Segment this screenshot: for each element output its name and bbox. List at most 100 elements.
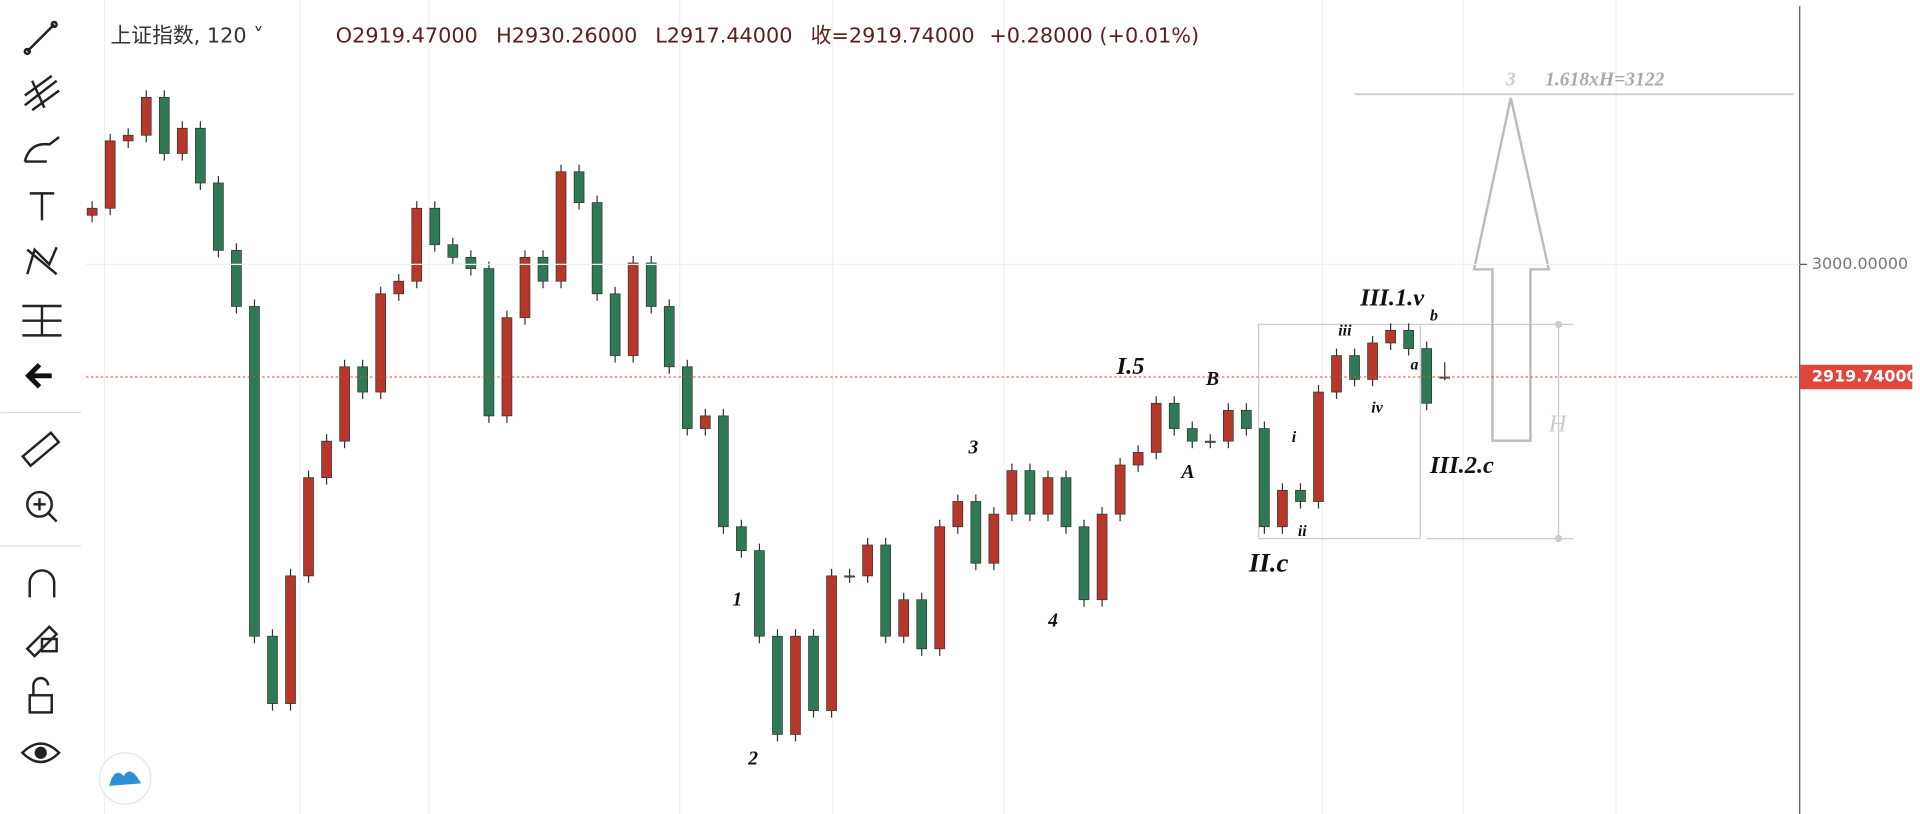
ohlc-low: L2917.44000 (655, 24, 792, 48)
candle-body (86, 207, 98, 216)
candle-body (375, 293, 387, 393)
candle-body (537, 256, 549, 282)
candle-body (1349, 355, 1360, 380)
candle-body (952, 501, 964, 528)
candle-body (339, 366, 350, 442)
candle-body (429, 207, 441, 246)
candle-body (736, 526, 747, 551)
symbol[interactable]: 上证指数, 120 ˅ (111, 24, 264, 48)
wave-label: 3 (968, 438, 979, 459)
ohlc-open: O2919.47000 (336, 24, 478, 48)
candle-body (104, 140, 116, 209)
tool-icon[interactable] (29, 192, 55, 221)
candle-body (321, 440, 332, 479)
wave-label: i (1292, 429, 1297, 446)
candle-body (1168, 402, 1180, 429)
fib-level: 3 (1505, 69, 1516, 90)
candle-body (447, 244, 459, 258)
candle-body (393, 280, 405, 295)
candle-body (1024, 470, 1036, 515)
tool-icon[interactable] (20, 742, 61, 764)
candle-body (1403, 329, 1414, 349)
wave-label: I.5 (1116, 353, 1145, 380)
candle-body (754, 550, 765, 637)
candle-body (1222, 409, 1234, 442)
candle-body (1204, 440, 1216, 443)
tool-icon[interactable] (26, 490, 58, 523)
candle-body (681, 366, 693, 429)
logo-mark (109, 771, 142, 786)
tool-icon[interactable] (23, 20, 58, 56)
candle-body (826, 575, 837, 711)
candle-body (501, 317, 513, 417)
candle-body (627, 262, 639, 356)
candle-body (357, 366, 368, 393)
toolbar (0, 20, 152, 805)
tool-icon[interactable] (25, 363, 52, 389)
candle-body (1367, 342, 1378, 380)
tool-icon[interactable] (22, 304, 62, 337)
candle-body (465, 256, 477, 269)
tool-icon[interactable] (24, 74, 60, 112)
candle-body (916, 599, 928, 650)
candle-body (555, 171, 567, 282)
candle-body (880, 544, 891, 637)
candle-body (158, 97, 170, 154)
candle-body (1421, 348, 1433, 404)
candle-body (699, 415, 711, 429)
candle-body (573, 171, 585, 203)
candle-body (195, 127, 206, 184)
candle-body (1150, 402, 1162, 453)
tool-icon[interactable] (28, 676, 53, 714)
tool-icon[interactable] (28, 569, 56, 598)
last-price-label: 2919.74000 (1812, 366, 1918, 385)
wave-label: 4 (1047, 610, 1058, 631)
measure-label: H (1548, 411, 1568, 438)
ohlc-high: H2930.26000 (496, 24, 637, 48)
last-price-box (1799, 364, 1913, 390)
wave-label: B (1205, 369, 1219, 390)
candle-body (303, 477, 314, 577)
vertical-grid (103, 0, 1617, 814)
candle-body (1241, 409, 1252, 429)
wave-label: ii (1298, 523, 1307, 540)
candle-body (122, 134, 134, 142)
tool-icon[interactable] (21, 431, 61, 468)
candle-body (808, 635, 819, 711)
candle-body (1439, 376, 1451, 379)
tool-icon[interactable] (25, 624, 59, 658)
candle-body (267, 635, 278, 704)
candle-body (934, 526, 946, 650)
candle-body (411, 207, 423, 282)
wave-label: III.2.c (1429, 452, 1494, 479)
candle-body (970, 501, 982, 564)
tool-icon[interactable] (26, 246, 58, 276)
candles (86, 90, 1451, 742)
candle-body (862, 544, 873, 577)
candle-body (609, 293, 621, 356)
candle-body (663, 306, 675, 368)
wave-label: iv (1371, 399, 1383, 416)
wave-label: II.c (1248, 548, 1289, 578)
ohlc-close: 收=2919.74000 (811, 24, 975, 48)
candle-body (898, 599, 910, 637)
candle-body (285, 575, 296, 704)
candle-body (1132, 452, 1144, 466)
candle-body (1060, 477, 1072, 528)
candle-body (483, 268, 495, 417)
candle-body (249, 306, 260, 637)
tool-icon[interactable] (23, 136, 60, 163)
candle-body (790, 635, 801, 735)
wave-label: 1 (732, 590, 742, 611)
candle-body (1331, 355, 1342, 393)
candle-body (213, 182, 224, 251)
candle-body (1277, 489, 1288, 528)
fib-label: 1.618xH=3122 (1545, 69, 1665, 90)
wave-label: iii (1338, 322, 1352, 339)
candle-body (591, 202, 603, 295)
candle-body (645, 262, 657, 307)
wave-label: a (1410, 357, 1418, 374)
candle-body (1006, 470, 1018, 515)
